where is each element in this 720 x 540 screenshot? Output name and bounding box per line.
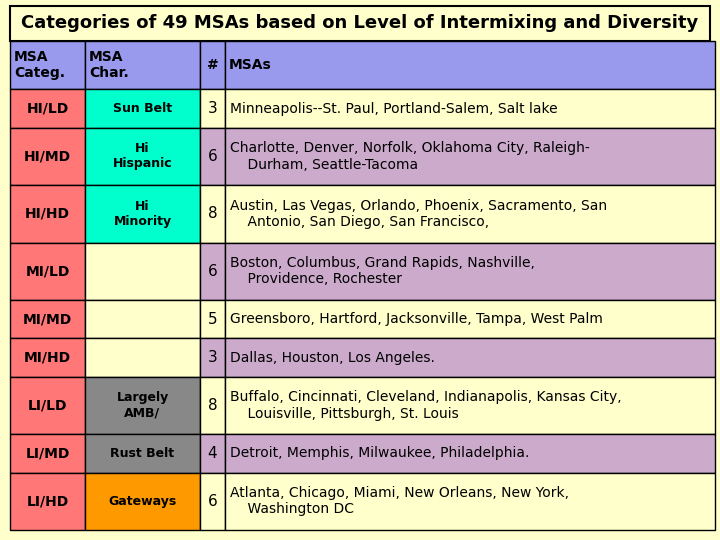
Bar bbox=[10, 242, 85, 300]
Bar bbox=[225, 434, 715, 472]
Text: 5: 5 bbox=[207, 312, 217, 327]
Bar bbox=[85, 242, 200, 300]
Bar bbox=[200, 339, 225, 377]
Text: HI/MD: HI/MD bbox=[24, 150, 71, 164]
Text: HI/HD: HI/HD bbox=[25, 207, 70, 221]
Bar bbox=[200, 41, 225, 90]
Text: 3: 3 bbox=[207, 101, 217, 116]
Text: Austin, Las Vegas, Orlando, Phoenix, Sacramento, San
    Antonio, San Diego, San: Austin, Las Vegas, Orlando, Phoenix, Sac… bbox=[230, 199, 607, 229]
Bar bbox=[10, 434, 85, 472]
Bar bbox=[85, 41, 200, 90]
Text: Hi
Hispanic: Hi Hispanic bbox=[113, 143, 172, 171]
Bar bbox=[10, 472, 85, 530]
Text: 4: 4 bbox=[207, 446, 217, 461]
Text: Charlotte, Denver, Norfolk, Oklahoma City, Raleigh-
    Durham, Seattle-Tacoma: Charlotte, Denver, Norfolk, Oklahoma Cit… bbox=[230, 141, 590, 172]
Text: HI/LD: HI/LD bbox=[27, 102, 68, 116]
Bar bbox=[225, 377, 715, 434]
Bar bbox=[85, 472, 200, 530]
Bar bbox=[10, 127, 85, 185]
Bar bbox=[10, 185, 85, 242]
Text: Detroit, Memphis, Milwaukee, Philadelphia.: Detroit, Memphis, Milwaukee, Philadelphi… bbox=[230, 447, 529, 461]
Text: 8: 8 bbox=[207, 206, 217, 221]
Bar bbox=[225, 242, 715, 300]
Bar bbox=[10, 41, 85, 90]
Text: LI/LD: LI/LD bbox=[28, 399, 67, 413]
Text: Gateways: Gateways bbox=[109, 495, 176, 508]
Bar bbox=[225, 472, 715, 530]
Bar bbox=[200, 90, 225, 127]
Bar bbox=[225, 90, 715, 127]
Text: LI/HD: LI/HD bbox=[27, 494, 68, 508]
Bar bbox=[85, 127, 200, 185]
Text: MSA
Categ.: MSA Categ. bbox=[14, 50, 65, 80]
Bar bbox=[10, 339, 85, 377]
Text: Dallas, Houston, Los Angeles.: Dallas, Houston, Los Angeles. bbox=[230, 350, 435, 365]
Bar bbox=[200, 434, 225, 472]
Bar bbox=[225, 185, 715, 242]
Text: Rust Belt: Rust Belt bbox=[110, 447, 174, 460]
Text: MI/LD: MI/LD bbox=[25, 265, 70, 279]
Bar bbox=[200, 127, 225, 185]
Text: MI/HD: MI/HD bbox=[24, 350, 71, 365]
Text: MSAs: MSAs bbox=[229, 58, 271, 72]
Text: Greensboro, Hartford, Jacksonville, Tampa, West Palm: Greensboro, Hartford, Jacksonville, Tamp… bbox=[230, 312, 603, 326]
Text: MI/MD: MI/MD bbox=[23, 312, 72, 326]
Text: Hi
Minority: Hi Minority bbox=[114, 200, 171, 228]
Text: Buffalo, Cincinnati, Cleveland, Indianapolis, Kansas City,
    Louisville, Pitts: Buffalo, Cincinnati, Cleveland, Indianap… bbox=[230, 390, 621, 421]
Text: Minneapolis--St. Paul, Portland-Salem, Salt lake: Minneapolis--St. Paul, Portland-Salem, S… bbox=[230, 102, 557, 116]
Bar bbox=[85, 185, 200, 242]
Text: Atlanta, Chicago, Miami, New Orleans, New York,
    Washington DC: Atlanta, Chicago, Miami, New Orleans, Ne… bbox=[230, 486, 569, 516]
Bar bbox=[200, 472, 225, 530]
Bar bbox=[85, 339, 200, 377]
Text: 6: 6 bbox=[207, 264, 217, 279]
Text: 8: 8 bbox=[207, 398, 217, 413]
Bar bbox=[85, 90, 200, 127]
Text: 6: 6 bbox=[207, 149, 217, 164]
Text: Categories of 49 MSAs based on Level of Intermixing and Diversity: Categories of 49 MSAs based on Level of … bbox=[22, 15, 698, 32]
Bar bbox=[10, 90, 85, 127]
Bar bbox=[225, 127, 715, 185]
Bar bbox=[200, 300, 225, 339]
Text: 3: 3 bbox=[207, 350, 217, 365]
Bar bbox=[10, 300, 85, 339]
Text: 6: 6 bbox=[207, 494, 217, 509]
Text: Boston, Columbus, Grand Rapids, Nashville,
    Providence, Rochester: Boston, Columbus, Grand Rapids, Nashvill… bbox=[230, 256, 535, 287]
Text: MSA
Char.: MSA Char. bbox=[89, 50, 129, 80]
Bar bbox=[85, 434, 200, 472]
Bar bbox=[85, 377, 200, 434]
Bar bbox=[85, 300, 200, 339]
Bar bbox=[10, 377, 85, 434]
Text: #: # bbox=[207, 58, 218, 72]
Bar bbox=[200, 185, 225, 242]
Text: Sun Belt: Sun Belt bbox=[113, 102, 172, 115]
Text: LI/MD: LI/MD bbox=[25, 447, 70, 461]
Bar bbox=[10, 6, 710, 41]
Bar bbox=[225, 41, 715, 90]
Bar bbox=[200, 242, 225, 300]
Bar bbox=[200, 377, 225, 434]
Bar bbox=[225, 300, 715, 339]
Text: Largely
AMB/: Largely AMB/ bbox=[117, 392, 168, 420]
Bar bbox=[225, 339, 715, 377]
